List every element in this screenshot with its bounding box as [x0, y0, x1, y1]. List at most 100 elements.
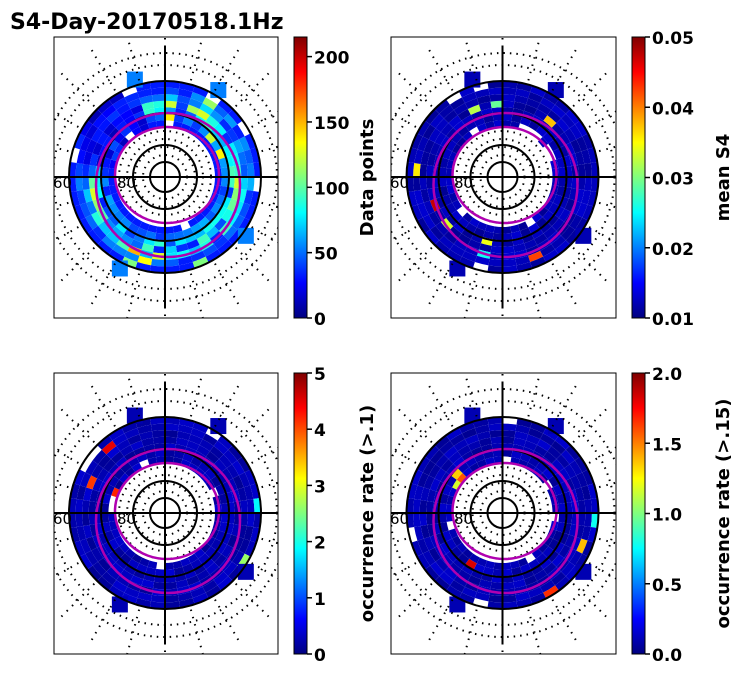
- heatmap-cell: [131, 462, 143, 473]
- heatmap-cell: [556, 157, 565, 169]
- heatmap-cell: [528, 427, 544, 440]
- heatmap-cell: [73, 204, 86, 221]
- heatmap-cell: [205, 546, 217, 558]
- heatmap-cell: [119, 206, 130, 218]
- heatmap-cell: [75, 163, 84, 177]
- heatmap-cell: [446, 249, 462, 263]
- heatmap-cell: [91, 464, 104, 479]
- heatmap-cell: [112, 244, 128, 257]
- heatmap-cell: [136, 227, 148, 238]
- heatmap-cell: [114, 199, 125, 211]
- heatmap-cell: [577, 164, 586, 177]
- heatmap-cell: [116, 439, 131, 452]
- heatmap-cell: [548, 475, 559, 488]
- heatmap-cell: [555, 435, 571, 450]
- heatmap-cell: [453, 439, 468, 452]
- heatmap-cell: [551, 217, 565, 231]
- heatmap-cell: [451, 468, 463, 480]
- heatmap-cell: [457, 461, 470, 473]
- heatmap-cell: [419, 164, 428, 177]
- heatmap-cell: [467, 104, 481, 115]
- heatmap-cell: [151, 87, 165, 96]
- heatmap-cell: [464, 98, 479, 110]
- heatmap-cell: [165, 113, 175, 122]
- heatmap-cell: [172, 224, 183, 233]
- colorbar: [631, 372, 646, 655]
- heatmap-cell: [416, 120, 431, 137]
- heatmap-cell: [153, 436, 165, 445]
- heatmap-cell: [119, 542, 130, 554]
- heatmap-cell: [121, 592, 138, 605]
- heatmap-cell: [133, 446, 146, 457]
- heatmap-cell: [216, 541, 228, 554]
- heatmap-cell: [553, 205, 565, 218]
- heatmap-cell: [214, 553, 227, 567]
- heatmap-cell: [119, 136, 130, 148]
- heatmap-cell: [451, 132, 463, 144]
- heatmap-cell: [436, 196, 447, 209]
- heatmap-cell: [175, 243, 189, 253]
- heatmap-cell: [445, 177, 454, 186]
- heatmap-cell: [127, 434, 142, 446]
- heatmap-cell: [200, 542, 211, 554]
- heatmap-cell: [456, 542, 468, 554]
- heatmap-cell: [217, 240, 233, 255]
- heatmap-cell: [493, 456, 503, 464]
- heatmap-cell: [89, 489, 99, 503]
- heatmap-cell: [542, 535, 553, 547]
- colorbar: [293, 36, 308, 319]
- heatmap-cell: [180, 557, 191, 567]
- heatmap-cell: [87, 229, 102, 245]
- colorbar-tick-label: 3: [314, 477, 326, 497]
- meridian-dotted-line: [54, 562, 79, 579]
- heatmap-cell: [97, 99, 113, 114]
- heatmap-cell: [120, 217, 132, 229]
- heatmap-cell: [153, 100, 165, 109]
- heatmap-cell: [453, 557, 466, 570]
- heatmap-cell: [458, 592, 475, 605]
- heatmap-cell: [79, 472, 92, 488]
- heatmap-cell: [214, 217, 227, 231]
- heatmap-cell: [446, 139, 457, 152]
- colorbar-tick-label: 100: [314, 179, 350, 199]
- heatmap-cell: [528, 558, 540, 570]
- heatmap-cell: [440, 459, 454, 473]
- heatmap-cell: [221, 544, 233, 558]
- heatmap-cell: [427, 153, 437, 167]
- meridian-dotted-line: [261, 481, 278, 489]
- meridian-dotted-line: [551, 599, 579, 644]
- heatmap-cell: [590, 161, 599, 177]
- meridian-dotted-line: [54, 111, 79, 128]
- heatmap-cell: [556, 454, 570, 469]
- heatmap-cell: [526, 434, 541, 446]
- heatmap-cell: [502, 226, 512, 234]
- heatmap-cell: [485, 560, 495, 569]
- heatmap-cell: [502, 113, 513, 122]
- heatmap-cell: [531, 228, 544, 240]
- heatmap-cell: [428, 128, 441, 143]
- heatmap-cell: [111, 226, 125, 239]
- heatmap-cell: [423, 475, 435, 490]
- heatmap-cell: [553, 136, 565, 149]
- heatmap-cell: [111, 192, 121, 203]
- heatmap-cell: [108, 202, 120, 215]
- heatmap-cell: [115, 120, 128, 133]
- heatmap-cell: [133, 233, 146, 244]
- heatmap-cell: [113, 132, 125, 144]
- heatmap-cell: [442, 148, 453, 160]
- heatmap-cell: [502, 245, 515, 254]
- heatmap-cell: [451, 546, 463, 558]
- heatmap-cell: [436, 532, 447, 545]
- heatmap-cell: [453, 103, 468, 116]
- heatmap-cell: [97, 221, 112, 236]
- heatmap-cell: [416, 553, 431, 570]
- heatmap-cell: [453, 120, 466, 133]
- heatmap-cell: [213, 440, 229, 455]
- panel-frame: [390, 36, 617, 319]
- heatmap-cell: [576, 472, 588, 488]
- heatmap-cell: [558, 513, 566, 523]
- heatmap-cell: [111, 260, 128, 277]
- heatmap-cell: [217, 99, 233, 114]
- heatmap-cell: [443, 109, 458, 124]
- meridian-dotted-line: [89, 46, 116, 91]
